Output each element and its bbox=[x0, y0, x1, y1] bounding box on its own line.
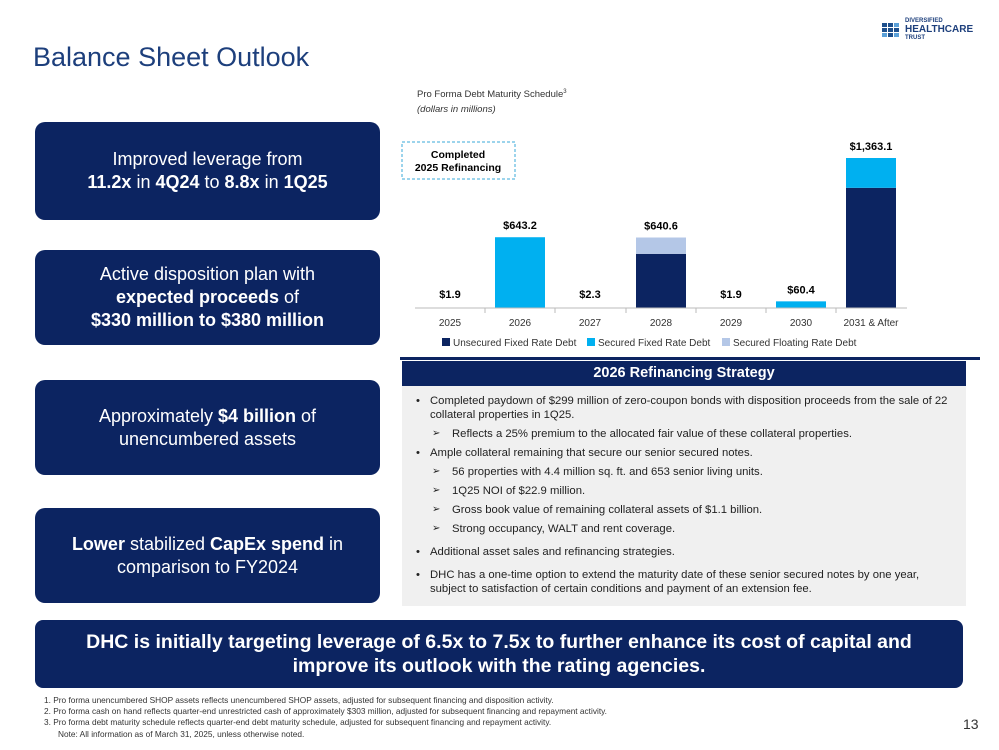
data-label: $640.6 bbox=[644, 221, 678, 233]
bar-2026-series-1 bbox=[495, 237, 545, 308]
strategy-item: Completed paydown of $299 million of zer… bbox=[414, 394, 954, 422]
chart-title: Pro Forma Debt Maturity Schedule3 bbox=[417, 89, 567, 100]
bar-2028-series-0 bbox=[636, 253, 686, 308]
chart-subtitle: (dollars in millions) bbox=[417, 104, 496, 115]
x-tick-label: 2025 bbox=[439, 318, 462, 329]
legend-label: Secured Fixed Rate Debt bbox=[598, 338, 711, 349]
x-tick-label: 2028 bbox=[650, 318, 673, 329]
data-label: $2.3 bbox=[579, 289, 600, 301]
strategy-item: Ample collateral remaining that secure o… bbox=[414, 446, 954, 460]
logo-grid-icon bbox=[882, 23, 899, 37]
page-title: Balance Sheet Outlook bbox=[33, 42, 310, 72]
x-tick-label: 2029 bbox=[720, 318, 743, 329]
bar-2030-series-1 bbox=[776, 301, 826, 308]
highlight-capex: Lower stabilized CapEx spend in compariso… bbox=[35, 508, 380, 603]
annotation-box bbox=[401, 141, 516, 180]
strategy-item: DHC has a one-time option to extend the … bbox=[414, 568, 954, 596]
legend-swatch bbox=[722, 338, 730, 346]
legend-label: Secured Floating Rate Debt bbox=[733, 338, 857, 349]
legend-swatch bbox=[587, 338, 595, 346]
highlight-disposition: Active disposition plan with expected pro… bbox=[35, 250, 380, 345]
strategy-sub-item: Gross book value of remaining collateral… bbox=[414, 503, 954, 517]
legend-swatch bbox=[442, 338, 450, 346]
bar-2031-After-series-0 bbox=[846, 187, 896, 308]
annotation-line1: Completed bbox=[431, 149, 485, 161]
strategy-header: 2026 Refinancing Strategy bbox=[402, 361, 966, 386]
debt-maturity-chart: Pro Forma Debt Maturity Schedule3 (dolla… bbox=[400, 89, 980, 360]
footnote: 3. Pro forma debt maturity schedule refl… bbox=[44, 717, 552, 728]
data-label: $1,363.1 bbox=[850, 141, 893, 153]
data-label: $1.9 bbox=[439, 289, 460, 301]
strategy-sub-item: Strong occupancy, WALT and rent coverage… bbox=[414, 522, 954, 536]
strategy-sub-item: 1Q25 NOI of $22.9 million. bbox=[414, 484, 954, 498]
footnote: 2. Pro forma cash on hand reflects quart… bbox=[44, 706, 607, 717]
data-label: $643.2 bbox=[503, 220, 537, 232]
bar-2031-After-series-1 bbox=[846, 158, 896, 188]
footnotes: 1. Pro forma unencumbered SHOP assets re… bbox=[44, 695, 607, 740]
annotation-line2: 2025 Refinancing bbox=[415, 162, 501, 174]
logo-text: HEALTHCARE bbox=[905, 24, 974, 35]
divider bbox=[400, 357, 980, 360]
legend-label: Unsecured Fixed Rate Debt bbox=[453, 338, 577, 349]
x-tick-label: 2030 bbox=[790, 318, 813, 329]
strategy-item: Additional asset sales and refinancing s… bbox=[414, 545, 954, 559]
highlight-leverage: Improved leverage from 11.2x in 4Q24 to … bbox=[35, 122, 380, 220]
highlight-unencumbered: Approximately $4 billion of unencumbered … bbox=[35, 380, 380, 475]
strategy-sub-item: Reflects a 25% premium to the allocated … bbox=[414, 427, 954, 441]
page-number: 13 bbox=[963, 716, 979, 732]
data-label: $60.4 bbox=[787, 284, 815, 296]
bar-2028-series-2 bbox=[636, 237, 686, 254]
company-logo: DIVERSIFIED HEALTHCARE TRUST bbox=[882, 18, 973, 42]
footnote: 1. Pro forma unencumbered SHOP assets re… bbox=[44, 695, 554, 705]
logo-text: TRUST bbox=[905, 35, 925, 41]
x-tick-label: 2031 & After bbox=[843, 318, 899, 329]
footnote-note: Note: All information as of March 31, 20… bbox=[58, 728, 305, 739]
x-tick-label: 2027 bbox=[579, 318, 602, 329]
x-tick-label: 2026 bbox=[509, 318, 532, 329]
target-banner: DHC is initially targeting leverage of 6… bbox=[35, 620, 963, 688]
logo-text: DIVERSIFIED bbox=[905, 18, 943, 24]
strategy-list: Completed paydown of $299 million of zer… bbox=[402, 386, 966, 606]
strategy-sub-item: 56 properties with 4.4 million sq. ft. a… bbox=[414, 465, 954, 479]
data-label: $1.9 bbox=[720, 289, 741, 301]
